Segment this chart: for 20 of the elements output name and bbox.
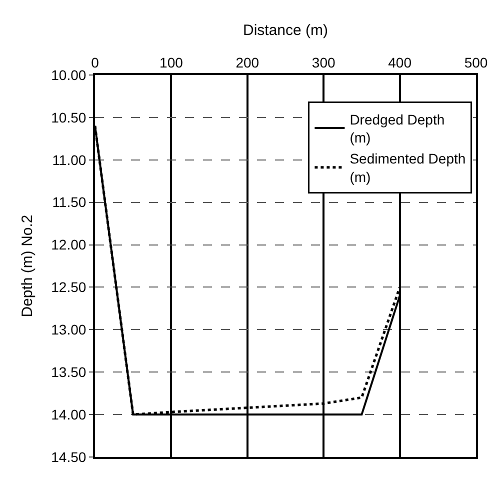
y-tick-label: 11.50: [52, 194, 86, 210]
legend-label: Dredged Depth (m): [350, 111, 445, 146]
x-tick-label: 400: [388, 54, 412, 70]
y-axis-title: Depth (m) No.2: [18, 214, 36, 318]
y-tick-label: 11.00: [52, 152, 86, 168]
y-tick-label: 12.50: [51, 279, 86, 296]
y-tick-label: 13.50: [51, 364, 86, 380]
x-tick-label: 300: [312, 54, 336, 70]
x-tick-label: 100: [160, 54, 184, 70]
y-tick-label: 14.50: [51, 448, 86, 465]
x-tick-label: 0: [91, 54, 100, 70]
x-tick-label: 500: [464, 54, 488, 70]
y-tick-label: 13.00: [51, 322, 86, 338]
y-tick-label: 12.00: [51, 236, 86, 253]
y-tick-label: 10.50: [51, 109, 86, 126]
x-tick-label: 200: [236, 54, 260, 70]
y-tick-label: 14.00: [51, 406, 86, 422]
legend-label: Sedimented Depth (m): [350, 150, 466, 185]
y-tick-label: 10.00: [51, 66, 86, 83]
x-axis-title: Distance (m): [242, 22, 328, 40]
